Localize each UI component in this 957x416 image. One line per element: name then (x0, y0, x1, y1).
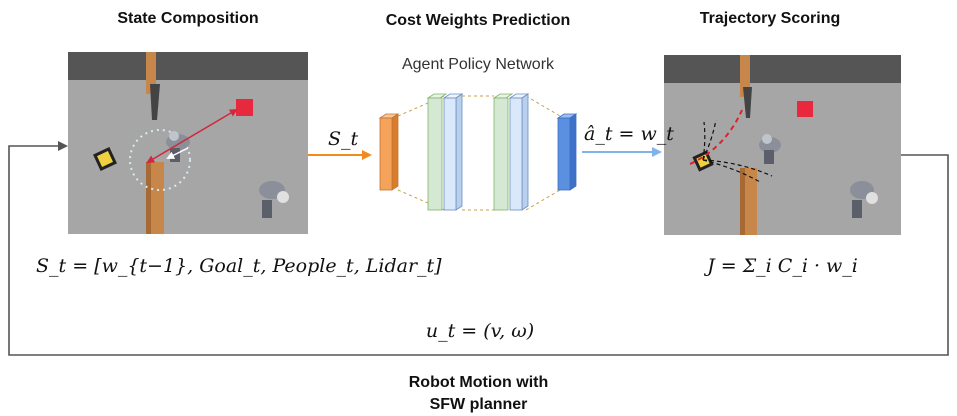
feedback-loop-line (8, 141, 949, 356)
input-layer (378, 113, 400, 191)
goal-marker (236, 99, 253, 116)
trajectory-scoring-title: Trajectory Scoring (699, 10, 841, 27)
selected-trajectory (689, 109, 743, 165)
state-composition-title: State Composition (117, 10, 259, 27)
robot-motion-line1: Robot Motion with (408, 374, 549, 391)
robot-icon (692, 150, 714, 172)
state-equation: S_t = [w_{t−1}, Goal_t, People_t, Lidar_… (36, 255, 442, 277)
state-arrow-label: S_t (328, 128, 359, 150)
robot-icon (93, 147, 117, 171)
hidden-layer-1 (426, 93, 464, 211)
cost-weights-prediction-title: Cost Weights Prediction (385, 12, 571, 29)
robot-motion-line2: SFW planner (429, 396, 528, 413)
person-figure (759, 134, 781, 164)
person-figure (259, 181, 289, 218)
scoring-scene-image (664, 55, 901, 235)
hidden-layer-2 (492, 93, 530, 211)
candidate-trajectory (702, 159, 761, 183)
agent-policy-network-label: Agent Policy Network (401, 56, 555, 73)
output-layer (556, 113, 578, 191)
goal-marker (797, 101, 813, 117)
action-arrow-label: â_t = w_t (584, 123, 674, 145)
person-figure (850, 181, 878, 218)
candidate-trajectory (702, 121, 706, 161)
robot-motion-label: Robot Motion with SFW planner (0, 372, 957, 416)
cost-equation: J = Σ_i C_i · w_i (707, 255, 858, 277)
candidate-trajectory (702, 159, 773, 177)
control-input-label: u_t = (v, ω) (425, 320, 535, 342)
candidate-trajectory (702, 119, 717, 161)
policy-network (378, 93, 578, 211)
state-scene-image (68, 52, 308, 234)
